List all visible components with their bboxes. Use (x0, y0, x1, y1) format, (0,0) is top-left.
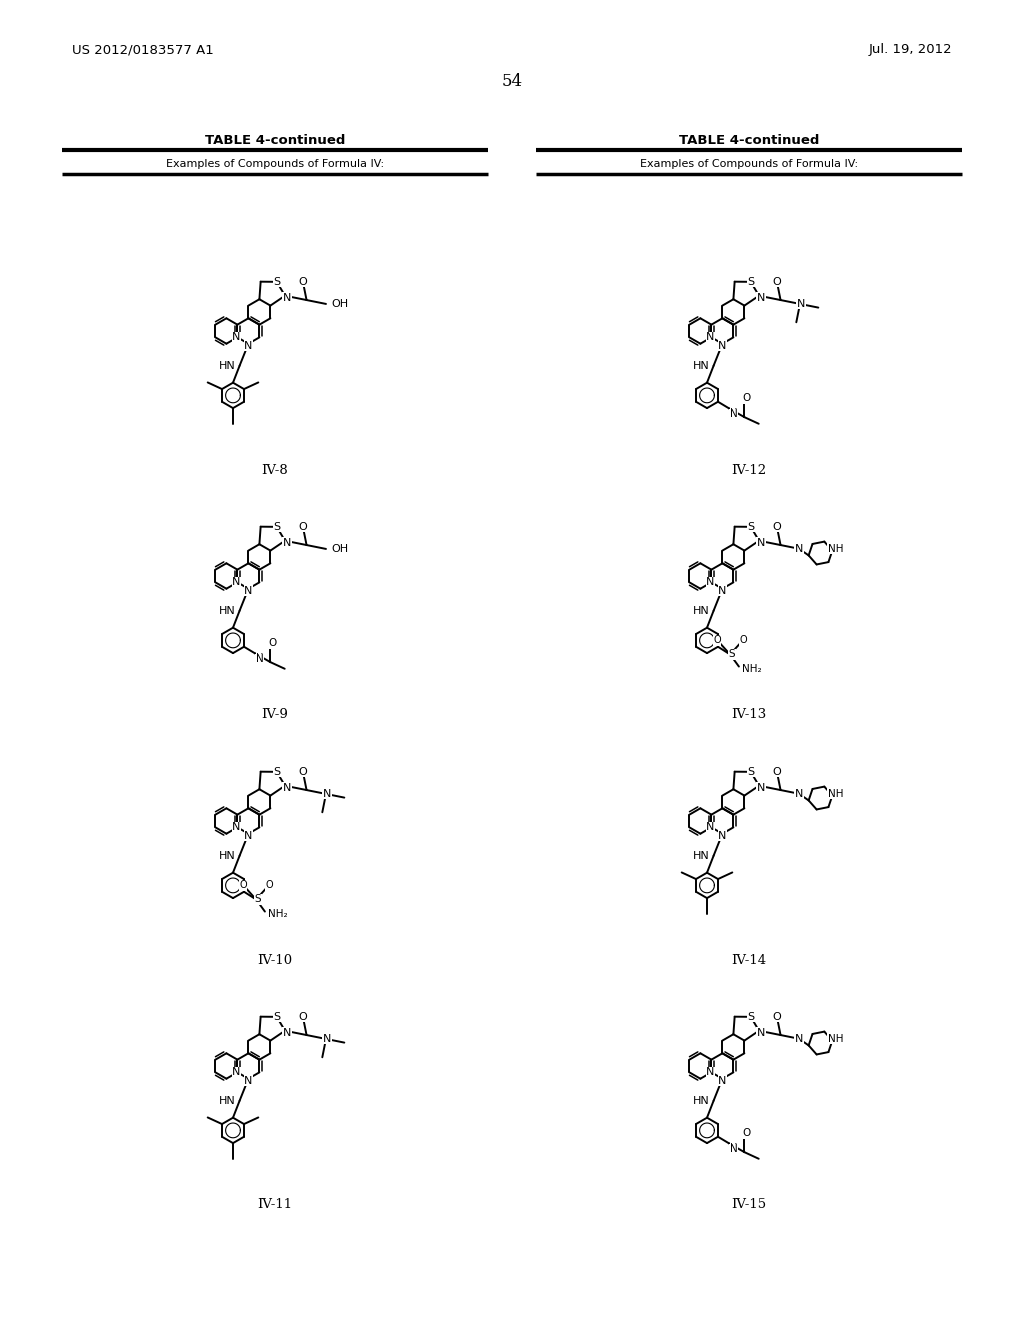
Text: S: S (273, 521, 281, 532)
Text: S: S (748, 767, 755, 777)
Text: S: S (273, 1012, 281, 1022)
Text: NH: NH (827, 544, 843, 553)
Text: N: N (283, 537, 291, 548)
Text: N: N (797, 298, 805, 309)
Text: TABLE 4-continued: TABLE 4-continued (679, 133, 819, 147)
Text: N: N (757, 293, 765, 302)
Text: H: H (256, 653, 263, 664)
Text: HN: HN (219, 606, 236, 615)
Text: N: N (718, 1076, 727, 1086)
Text: N: N (323, 789, 331, 799)
Text: IV-15: IV-15 (731, 1199, 767, 1212)
Text: O: O (772, 1011, 781, 1022)
Text: N: N (283, 1028, 291, 1038)
Text: O: O (739, 635, 746, 645)
Text: HN: HN (219, 850, 236, 861)
Text: O: O (299, 521, 307, 532)
Text: N: N (244, 341, 253, 351)
Text: HN: HN (693, 1096, 710, 1106)
Text: O: O (772, 767, 781, 776)
Text: N: N (283, 783, 291, 793)
Text: O: O (772, 277, 781, 286)
Text: IV-14: IV-14 (731, 953, 767, 966)
Text: H: H (730, 1143, 737, 1154)
Text: IV-9: IV-9 (261, 709, 289, 722)
Text: N: N (707, 1068, 715, 1077)
Text: O: O (268, 639, 276, 648)
Text: 54: 54 (502, 74, 522, 91)
Text: N: N (244, 830, 253, 841)
Text: Examples of Compounds of Formula IV:: Examples of Compounds of Formula IV: (166, 158, 384, 169)
Text: N: N (757, 1028, 765, 1038)
Text: IV-11: IV-11 (257, 1199, 293, 1212)
Text: H: H (730, 408, 737, 418)
Text: N: N (232, 822, 241, 833)
Text: HN: HN (693, 360, 710, 371)
Text: IV-10: IV-10 (257, 953, 293, 966)
Text: Jul. 19, 2012: Jul. 19, 2012 (868, 44, 952, 57)
Text: N: N (757, 537, 765, 548)
Text: N: N (323, 1034, 331, 1044)
Text: N: N (718, 830, 727, 841)
Text: IV-8: IV-8 (261, 463, 289, 477)
Text: N: N (707, 822, 715, 833)
Text: N: N (718, 341, 727, 351)
Text: O: O (714, 635, 721, 645)
Text: O: O (299, 1011, 307, 1022)
Text: IV-12: IV-12 (731, 463, 767, 477)
Text: TABLE 4-continued: TABLE 4-continued (205, 133, 345, 147)
Text: O: O (772, 521, 781, 532)
Text: N: N (707, 577, 715, 587)
Text: N: N (795, 1034, 803, 1044)
Text: O: O (742, 393, 751, 404)
Text: N: N (795, 544, 803, 553)
Text: N: N (232, 333, 241, 342)
Text: S: S (748, 1012, 755, 1022)
Text: N: N (232, 577, 241, 587)
Text: US 2012/0183577 A1: US 2012/0183577 A1 (72, 44, 214, 57)
Text: N: N (730, 1144, 737, 1155)
Text: HN: HN (693, 850, 710, 861)
Text: IV-13: IV-13 (731, 709, 767, 722)
Text: NH: NH (827, 788, 843, 799)
Text: HN: HN (219, 360, 236, 371)
Text: N: N (283, 293, 291, 302)
Text: S: S (273, 277, 281, 286)
Text: O: O (299, 767, 307, 776)
Text: NH₂: NH₂ (742, 664, 762, 673)
Text: N: N (757, 783, 765, 793)
Text: S: S (729, 649, 735, 660)
Text: S: S (255, 895, 261, 904)
Text: O: O (265, 880, 272, 891)
Text: N: N (256, 655, 264, 664)
Text: NH₂: NH₂ (268, 908, 288, 919)
Text: HN: HN (693, 606, 710, 615)
Text: OH: OH (331, 298, 348, 309)
Text: HN: HN (219, 1096, 236, 1106)
Text: O: O (240, 880, 247, 891)
Text: N: N (795, 789, 803, 799)
Text: N: N (244, 1076, 253, 1086)
Text: S: S (748, 521, 755, 532)
Text: N: N (707, 333, 715, 342)
Text: N: N (718, 586, 727, 595)
Text: S: S (273, 767, 281, 777)
Text: S: S (748, 277, 755, 286)
Text: NH: NH (827, 1034, 843, 1044)
Text: N: N (730, 409, 737, 420)
Text: OH: OH (331, 544, 348, 554)
Text: O: O (742, 1129, 751, 1138)
Text: N: N (232, 1068, 241, 1077)
Text: N: N (244, 586, 253, 595)
Text: Examples of Compounds of Formula IV:: Examples of Compounds of Formula IV: (640, 158, 858, 169)
Text: O: O (299, 277, 307, 286)
